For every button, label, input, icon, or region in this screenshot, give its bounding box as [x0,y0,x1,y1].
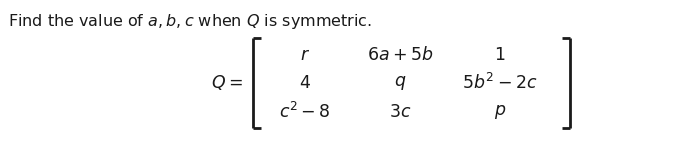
Text: $6a+5b$: $6a+5b$ [367,46,433,64]
Text: $5b^2-2c$: $5b^2-2c$ [462,73,538,93]
Text: $Q=$: $Q=$ [211,73,243,93]
Text: $3c$: $3c$ [389,103,411,121]
Text: $1$: $1$ [494,46,506,64]
Text: $c^2-8$: $c^2-8$ [279,102,331,122]
Text: $p$: $p$ [494,103,506,121]
Text: Find the value of $a, b, c$ when $Q$ is symmetric.: Find the value of $a, b, c$ when $Q$ is … [8,12,372,31]
Text: $4$: $4$ [299,74,311,92]
Text: $r$: $r$ [300,46,310,64]
Text: $q$: $q$ [394,74,406,92]
